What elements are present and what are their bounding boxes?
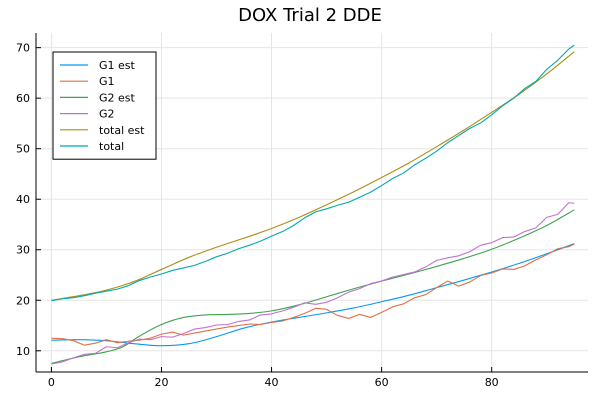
legend-label-total: total: [99, 140, 124, 153]
series-line-g1: [51, 243, 575, 346]
series-group: [51, 44, 575, 365]
y-tick-label: 30: [16, 244, 30, 257]
axes: 0 20 40 60 80 10 20 30 40 50 60 70: [16, 33, 588, 389]
legend: G1 est G1 G2 est G2 total est total: [52, 51, 157, 160]
chart-title: DOX Trial 2 DDE: [238, 5, 382, 26]
legend-label-g2: G2: [99, 108, 115, 121]
x-tick-label: 0: [48, 376, 55, 389]
y-tick-label: 70: [16, 42, 30, 55]
y-tick-label: 50: [16, 143, 30, 156]
x-tick-label: 80: [485, 376, 499, 389]
y-tick-label: 40: [16, 193, 30, 206]
y-tick-label: 20: [16, 294, 30, 307]
legend-label-total-est: total est: [99, 124, 145, 137]
y-tick-label: 60: [16, 92, 30, 105]
y-tick-label: 10: [16, 345, 30, 358]
series-line-g2: [51, 202, 575, 365]
x-tick-label: 40: [265, 376, 279, 389]
legend-box: [52, 51, 157, 160]
x-tick-label: 20: [154, 376, 168, 389]
legend-label-g2-est: G2 est: [99, 91, 136, 104]
legend-label-g1: G1: [99, 75, 115, 88]
series-line-total: [51, 44, 575, 302]
series-line-g1-est: [51, 243, 575, 347]
x-tick-label: 60: [375, 376, 389, 389]
legend-label-g1-est: G1 est: [99, 59, 136, 72]
series-line-total-est: [51, 51, 575, 301]
series-line-g2-est: [51, 209, 575, 364]
